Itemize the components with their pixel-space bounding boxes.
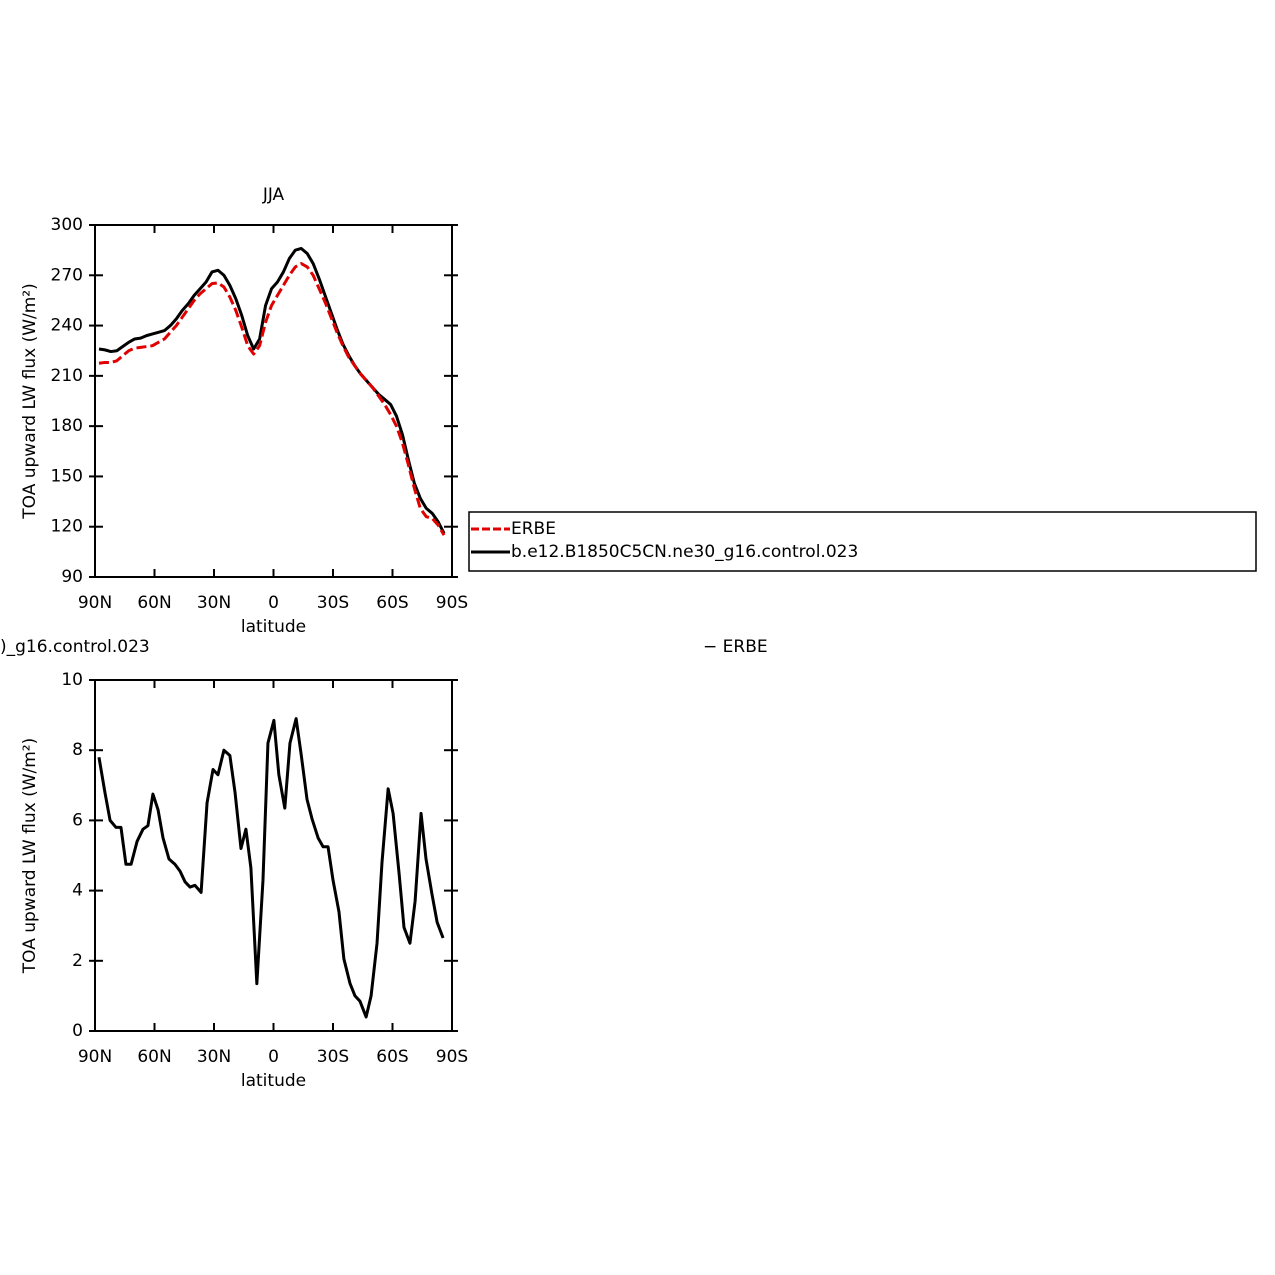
y-axis-label: TOA upward LW flux (W/m²): [20, 283, 40, 520]
y-tick-label: 300: [51, 215, 83, 235]
x-tick-label: 90N: [78, 593, 112, 613]
x-tick-label: 60S: [376, 593, 408, 613]
x-tick-label: 30S: [317, 1047, 349, 1067]
series-line: [98, 262, 446, 536]
y-tick-label: 270: [51, 265, 83, 285]
x-tick-label: 30S: [317, 593, 349, 613]
y-tick-label: 180: [51, 416, 83, 436]
x-tick-label: 0: [268, 1047, 279, 1067]
x-tick-label: 60N: [137, 1047, 171, 1067]
x-tick-label: 90S: [436, 593, 468, 613]
y-axis-label: TOA upward LW flux (W/m²): [20, 738, 40, 975]
chart-title-left: )_g16.control.023: [0, 637, 150, 657]
y-tick-label: 240: [51, 316, 83, 336]
y-tick-label: 0: [72, 1021, 83, 1041]
x-tick-label: 90N: [78, 1047, 112, 1067]
chart-title: JJA: [262, 185, 285, 205]
legend-label: b.e12.B1850C5CN.ne30_g16.control.023: [511, 542, 858, 562]
y-tick-label: 90: [61, 567, 83, 587]
y-tick-label: 10: [61, 670, 83, 690]
x-tick-label: 30N: [197, 1047, 231, 1067]
legend-box: [468, 511, 1257, 572]
x-axis-label: latitude: [241, 1071, 306, 1091]
x-axis-label: latitude: [241, 617, 306, 637]
x-tick-label: 60N: [137, 593, 171, 613]
x-tick-label: 30N: [197, 593, 231, 613]
x-tick-label: 0: [268, 593, 279, 613]
y-tick-label: 4: [72, 881, 83, 901]
y-tick-label: 210: [51, 366, 83, 386]
x-tick-label: 90S: [436, 1047, 468, 1067]
plot-frame: [94, 224, 453, 578]
y-tick-label: 8: [72, 740, 83, 760]
y-tick-label: 150: [51, 466, 83, 486]
x-tick-label: 60S: [376, 1047, 408, 1067]
legend-label: ERBE: [511, 519, 556, 539]
y-tick-label: 6: [72, 810, 83, 830]
chart-title-right: − ERBE: [703, 637, 768, 657]
y-tick-label: 120: [51, 517, 83, 537]
y-tick-label: 2: [72, 951, 83, 971]
series-line: [98, 246, 446, 535]
series-line: [97, 717, 445, 1019]
